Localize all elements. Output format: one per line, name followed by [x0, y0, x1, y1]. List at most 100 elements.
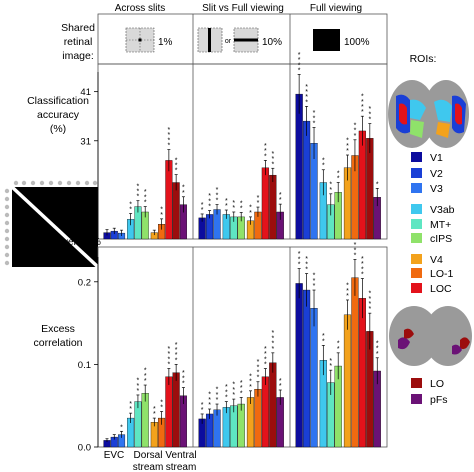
- legend-swatch-v1: [411, 152, 422, 162]
- excess-bar-2-v3: [310, 308, 318, 448]
- classification-sig-star-1-9-0: *: [271, 161, 274, 168]
- excess-bar-0-mt: [134, 401, 142, 448]
- excess-sig-star-2-1-2: *: [305, 256, 308, 263]
- bottom-ylabel-2: correlation: [33, 337, 82, 349]
- excess-sig-star-2-9-2: *: [368, 296, 371, 303]
- classification-sig-star-0-8-2: *: [168, 132, 171, 139]
- header-across-slits: Across slits: [115, 3, 166, 14]
- classification-sig-star-1-1-1: *: [208, 198, 211, 205]
- excess-sig-star-1-7-2: *: [257, 364, 260, 371]
- excess-sig-star-1-9-2: *: [271, 335, 274, 342]
- classification-sig-star-0-8-0: *: [168, 143, 171, 150]
- slit-pictogram-10pct: [197, 27, 259, 53]
- classification-sig-star-1-10-0: *: [279, 197, 282, 204]
- excess-sig-star-1-10-0: *: [279, 383, 282, 390]
- top-ylabel-3: (%): [50, 123, 66, 135]
- classification-sig-star-2-0-3: *: [298, 52, 301, 59]
- excess-sig-star-2-4-0: *: [329, 363, 332, 370]
- excess-sig-star-1-7-3: *: [257, 359, 260, 366]
- classification-sig-star-1-8-0: *: [264, 153, 267, 160]
- classification-bar-0-loc: [165, 160, 173, 240]
- excess-sig-star-1-1-2: *: [208, 392, 211, 399]
- classification-bar-2-lo: [366, 138, 374, 240]
- classification-sig-star-2-8-1: *: [361, 104, 364, 111]
- legend-swatch-cips: [411, 233, 422, 243]
- classification-sig-star-1-3-0: *: [225, 203, 228, 210]
- top-ylabel-2: accuracy: [37, 109, 80, 121]
- classification-sig-star-2-6-0: *: [346, 148, 349, 155]
- excess-sig-star-1-3-1: *: [225, 389, 228, 396]
- excess-sig-star-0-5-2: *: [144, 368, 147, 375]
- classification-sig-star-0-7-0: *: [160, 212, 163, 219]
- excess-sig-star-1-4-2: *: [232, 382, 235, 389]
- excess-sig-star-2-6-1: *: [346, 288, 349, 295]
- excess-sig-star-2-0-0: *: [298, 262, 301, 269]
- excess-sig-star-0-6-0: *: [153, 411, 156, 418]
- legend-label-lo1: LO-1: [430, 268, 454, 280]
- legend-swatch-v4: [411, 254, 422, 264]
- header-full-viewing: Full viewing: [310, 3, 362, 14]
- classification-sig-star-0-3-0: *: [129, 206, 132, 213]
- excess-sig-star-2-9-0: *: [368, 306, 371, 313]
- excess-sig-star-2-2-2: *: [313, 273, 316, 280]
- classification-sig-star-1-9-2: *: [271, 151, 274, 158]
- classification-ytick-1: 21: [80, 185, 91, 196]
- excess-ytick-2: 0.2: [78, 277, 91, 288]
- excess-sig-star-2-8-1: *: [361, 266, 364, 273]
- excess-sig-star-1-7-1: *: [257, 370, 260, 377]
- excess-ytick-0: 0.0: [78, 443, 91, 454]
- excess-sig-star-1-7-0: *: [257, 375, 260, 382]
- excess-sig-star-2-6-2: *: [346, 283, 349, 290]
- header-slit-vs-full: Slit vs Full viewing: [202, 3, 284, 14]
- classification-sig-star-2-0-2: *: [298, 57, 301, 64]
- excess-bar-2-v1: [295, 283, 303, 448]
- classification-sig-star-1-7-1: *: [257, 195, 260, 202]
- excess-sig-star-1-6-1: *: [249, 379, 252, 386]
- classification-bar-2-loc: [358, 130, 366, 240]
- classification-sig-star-2-3-1: *: [322, 158, 325, 165]
- excess-correlation-chart: 0.00.10.2****** ***** *************** *****…: [78, 242, 381, 454]
- classification-sig-star-2-7-0: *: [354, 133, 357, 140]
- excess-sig-star-1-2-0: *: [216, 397, 219, 404]
- classification-bar-1-lo: [269, 174, 277, 240]
- brain-lo-pfs-image: [389, 306, 472, 366]
- slit-pictogram-1pct: [125, 27, 155, 53]
- excess-sig-star-0-4-0: *: [137, 388, 140, 395]
- classification-sig-star-2-1-0: *: [305, 99, 308, 106]
- excess-sig-star-2-7-1: *: [354, 247, 357, 254]
- classification-sig-star-1-8-2: *: [264, 143, 267, 150]
- excess-sig-star-2-8-2: *: [361, 261, 364, 268]
- excess-sig-star-2-3-0: *: [322, 338, 325, 345]
- legend-swatch-loc: [411, 283, 422, 293]
- classification-sig-star-0-8-3: *: [168, 127, 171, 134]
- excess-sig-star-1-9-0: *: [271, 346, 274, 353]
- excess-sig-star-1-8-1: *: [264, 356, 267, 363]
- excess-sig-star-2-10-2: *: [376, 340, 379, 347]
- classification-sig-star-2-5-1: *: [337, 170, 340, 177]
- excess-sig-star-0-10-2: *: [182, 370, 185, 377]
- classification-sig-star-1-6-0: *: [249, 210, 252, 217]
- classification-sig-star-2-1-3: *: [305, 84, 308, 91]
- classification-sig-star-0-7-1: *: [160, 207, 163, 214]
- legend-label-loc: LOC: [430, 283, 452, 295]
- excess-sig-star-2-10-0: *: [376, 351, 379, 358]
- excess-sig-star-0-7-1: *: [160, 399, 163, 406]
- excess-sig-star-2-5-1: *: [337, 341, 340, 348]
- classification-bar-2-v1: [295, 93, 303, 240]
- bottom-ylabel-1: Excess: [41, 323, 75, 335]
- excess-bar-2-v4: [343, 314, 352, 448]
- excess-bar-1-v3ab: [222, 407, 230, 448]
- excess-sig-star-0-9-0: *: [175, 357, 178, 364]
- excess-sig-star-0-2-0: *: [120, 424, 123, 431]
- excess-sig-star-2-3-1: *: [322, 333, 325, 340]
- confusion-matrix-icon: [4, 180, 100, 269]
- xlabel-ventral-2: stream: [166, 462, 197, 472]
- excess-sig-star-2-1-0: *: [305, 267, 308, 274]
- excess-sig-star-1-1-0: *: [208, 402, 211, 409]
- legend-label-lo: LO: [430, 378, 444, 390]
- classification-sig-star-0-4-2: *: [137, 183, 140, 190]
- legend-swatch-v3ab: [411, 204, 422, 214]
- classification-sig-star-0-8-1: *: [168, 137, 171, 144]
- legend-label-v1: V1: [430, 152, 443, 164]
- classification-sig-star-1-5-1: *: [240, 200, 243, 207]
